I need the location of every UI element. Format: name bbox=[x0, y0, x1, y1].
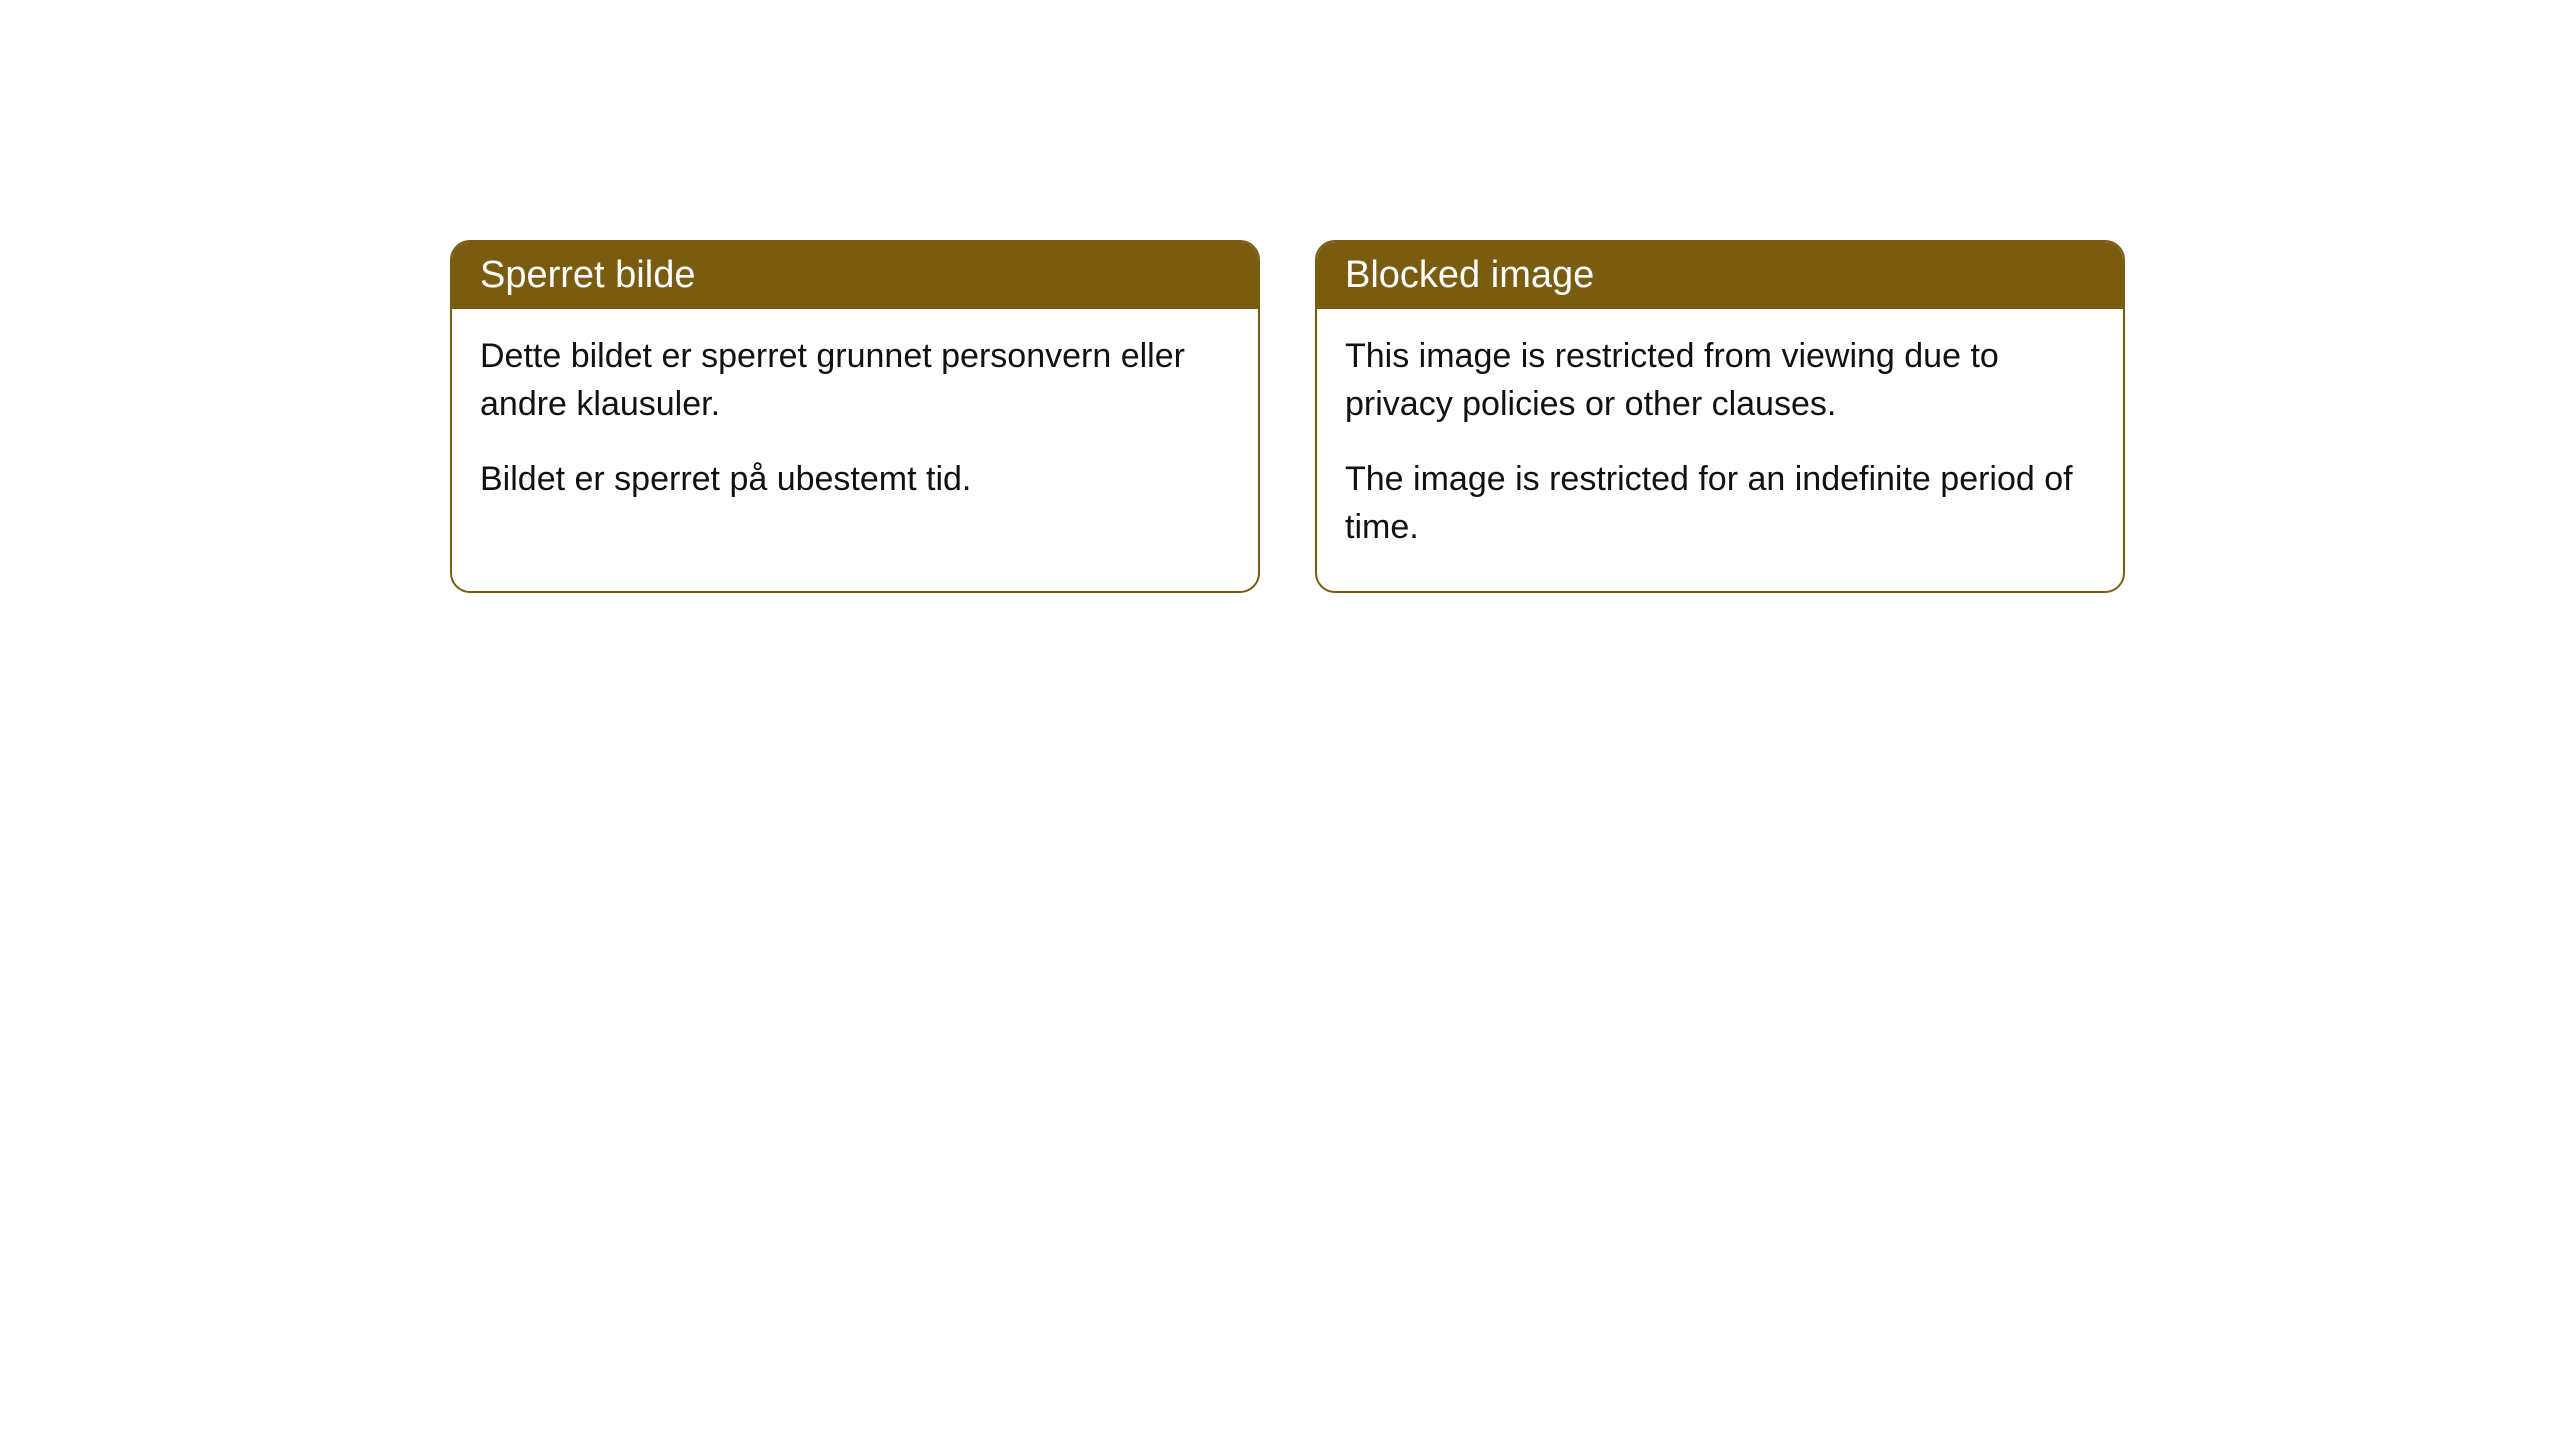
card-body: This image is restricted from viewing du… bbox=[1317, 309, 2123, 591]
notice-card-english: Blocked image This image is restricted f… bbox=[1315, 240, 2125, 593]
notice-card-norwegian: Sperret bilde Dette bildet er sperret gr… bbox=[450, 240, 1260, 593]
card-title: Blocked image bbox=[1345, 254, 1594, 296]
card-paragraph-2: Bildet er sperret på ubestemt tid. bbox=[480, 456, 1230, 504]
card-header: Blocked image bbox=[1317, 242, 2123, 309]
notice-cards-container: Sperret bilde Dette bildet er sperret gr… bbox=[450, 240, 2125, 593]
card-paragraph-1: Dette bildet er sperret grunnet personve… bbox=[480, 333, 1230, 428]
card-paragraph-1: This image is restricted from viewing du… bbox=[1345, 333, 2095, 428]
card-title: Sperret bilde bbox=[480, 254, 695, 296]
card-header: Sperret bilde bbox=[452, 242, 1258, 309]
card-body: Dette bildet er sperret grunnet personve… bbox=[452, 309, 1258, 544]
card-paragraph-2: The image is restricted for an indefinit… bbox=[1345, 456, 2095, 551]
